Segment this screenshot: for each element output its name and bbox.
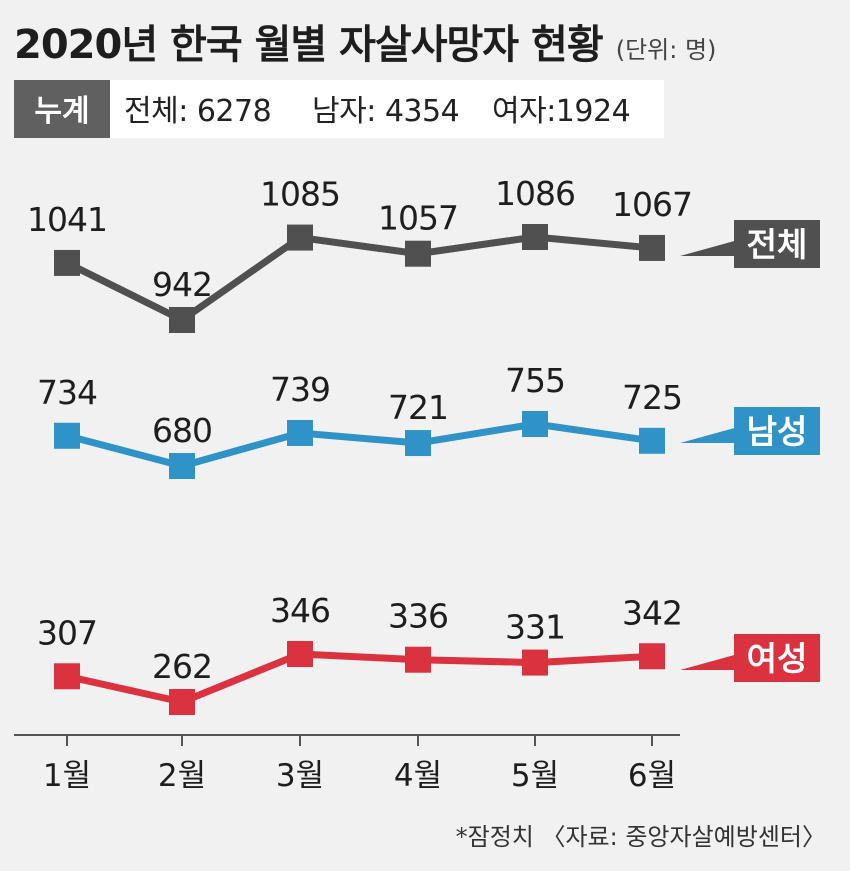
data-point-female-4	[405, 646, 431, 673]
series-tag-female	[734, 634, 820, 682]
data-point-total-3	[287, 224, 313, 251]
series-tag-pointer-female	[680, 654, 738, 670]
data-label-total-1: 1041	[27, 200, 107, 239]
chart-title-group: 2020년 한국 월별 자살사망자 현황 (단위: 명)	[14, 22, 716, 68]
x-axis-ticks: 1월 2월 3월 4월 5월 6월	[43, 735, 676, 794]
series-line-total	[65, 233, 653, 324]
data-label-female-3: 346	[270, 591, 330, 630]
series-line-male	[66, 420, 653, 470]
x-tick-label-3: 3월	[276, 758, 324, 794]
cumulative-box-background	[14, 80, 664, 138]
data-point-total-6	[639, 234, 665, 261]
data-label-female-1: 307	[37, 613, 97, 652]
chart-unit: (단위: 명)	[616, 36, 717, 64]
x-tick-label-5: 5월	[511, 758, 559, 794]
data-point-female-1	[54, 663, 80, 690]
x-tick-label-4: 4월	[394, 758, 442, 794]
data-point-male-6	[639, 427, 665, 454]
series-tag-label-female: 여성	[747, 639, 808, 678]
cumulative-badge	[14, 80, 110, 138]
data-label-male-5: 755	[505, 361, 565, 400]
data-label-male-6: 725	[622, 378, 682, 417]
data-label-male-3: 739	[270, 370, 330, 409]
series-tag-male	[734, 407, 820, 455]
data-point-total-2	[169, 307, 195, 333]
data-label-female-5: 331	[505, 608, 565, 647]
data-point-total-5	[522, 224, 548, 250]
series-tag-label-male: 남성	[747, 412, 808, 451]
data-label-total-6: 1067	[612, 185, 692, 224]
data-point-male-5	[522, 411, 548, 437]
x-tick-label-2: 2월	[158, 758, 206, 794]
data-label-male-4: 721	[388, 388, 448, 427]
x-tick-label-6: 6월	[628, 758, 676, 794]
data-label-female-2: 262	[152, 647, 212, 686]
series-layer: 1041 942 1085 1057 1086 1067 전체 734 680 739 721 755…	[27, 174, 820, 715]
cumulative-female: 여자:1924	[492, 94, 630, 129]
series-line-female	[66, 650, 653, 706]
data-label-female-4: 336	[388, 597, 448, 636]
cumulative-total: 전체: 6278	[124, 94, 271, 129]
data-point-female-6	[639, 643, 665, 670]
series-tag-pointer-total	[680, 240, 738, 256]
series-tag-pointer-male	[680, 427, 738, 443]
data-label-total-3: 1085	[260, 175, 340, 214]
data-point-male-3	[287, 419, 313, 446]
data-label-total-2: 942	[152, 265, 212, 304]
data-label-female-6: 342	[622, 593, 682, 632]
data-point-female-3	[287, 641, 313, 667]
series-total: 1041 942 1085 1057 1086 1067 전체	[27, 174, 820, 333]
series-tag-total	[734, 220, 820, 268]
data-label-male-1: 734	[37, 373, 97, 412]
data-point-total-4	[405, 240, 431, 267]
data-point-male-1	[54, 422, 80, 449]
x-tick-label-1: 1월	[43, 758, 91, 794]
data-point-female-2	[169, 689, 195, 715]
data-label-total-5: 1086	[495, 174, 575, 213]
data-label-male-2: 680	[152, 411, 212, 450]
cumulative-badge-label: 누계	[34, 94, 89, 129]
series-tag-label-total: 전체	[747, 225, 808, 264]
data-label-total-4: 1057	[378, 199, 458, 238]
cumulative-male: 남자: 4354	[312, 94, 459, 129]
series-female: 307 262 346 336 331 342 여성	[37, 591, 820, 715]
data-point-male-2	[169, 453, 195, 479]
cumulative-box: 누계 전체: 6278 남자: 4354 여자:1924	[14, 80, 664, 138]
data-point-female-5	[522, 649, 548, 676]
source-note: *잠정치 〈자료: 중앙자살예방센터〉	[456, 823, 826, 851]
chart-title: 2020년 한국 월별 자살사망자 현황	[14, 22, 603, 68]
data-point-total-1	[54, 249, 80, 276]
data-point-male-4	[405, 430, 431, 457]
series-male: 734 680 739 721 755 725 남성	[37, 361, 820, 479]
